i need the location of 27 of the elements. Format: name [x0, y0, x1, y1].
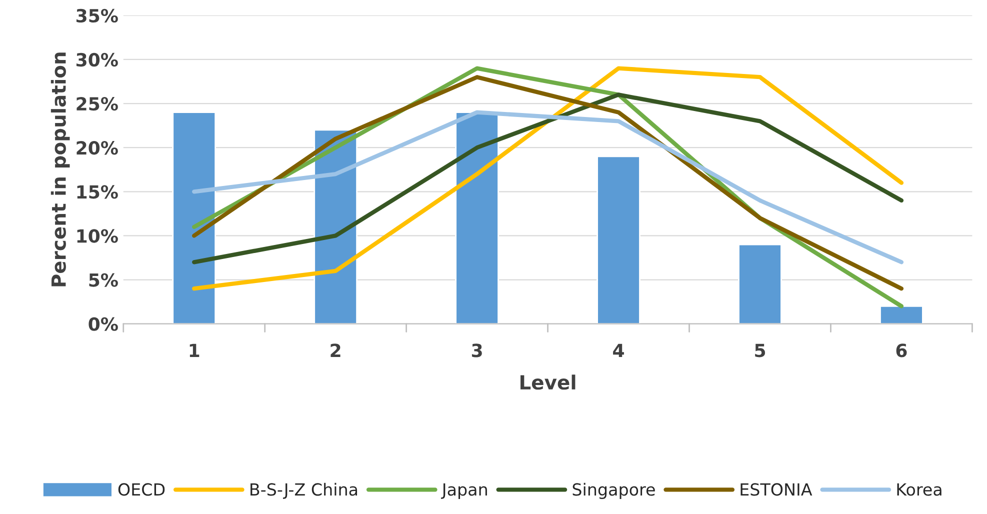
legend-label: ESTONIA	[740, 483, 812, 496]
legend-label: Korea	[897, 483, 942, 496]
x-tick-label: 2	[330, 344, 340, 357]
y-tick-label: 20%	[76, 141, 118, 155]
y-tick-label: 35%	[76, 8, 118, 23]
bar	[455, 112, 499, 324]
x-axis-title: Level	[520, 374, 576, 390]
bar	[880, 306, 924, 324]
x-tick-label: 4	[613, 344, 624, 357]
legend-label: Singapore	[572, 482, 655, 499]
y-tick-label: 10%	[77, 229, 118, 243]
legend-label: Japan	[441, 483, 487, 499]
x-tick-label: 5	[755, 344, 766, 358]
bar	[596, 156, 640, 324]
x-tick-label: 6	[896, 344, 907, 358]
y-axis-title: Percent in population	[50, 52, 70, 286]
y-tick-label: 5%	[89, 273, 118, 287]
legend-label: OECD	[118, 483, 165, 496]
y-tick-label: 25%	[76, 96, 118, 111]
x-tick-label: 1	[190, 344, 200, 357]
y-tick-label: 15%	[77, 185, 118, 199]
bar	[738, 244, 782, 324]
bar	[172, 112, 216, 324]
legend-label: B-S-J-Z China	[250, 482, 358, 499]
y-tick-label: 30%	[76, 52, 118, 67]
x-tick-label: 3	[472, 344, 482, 358]
y-tick-label: 0%	[88, 317, 118, 331]
